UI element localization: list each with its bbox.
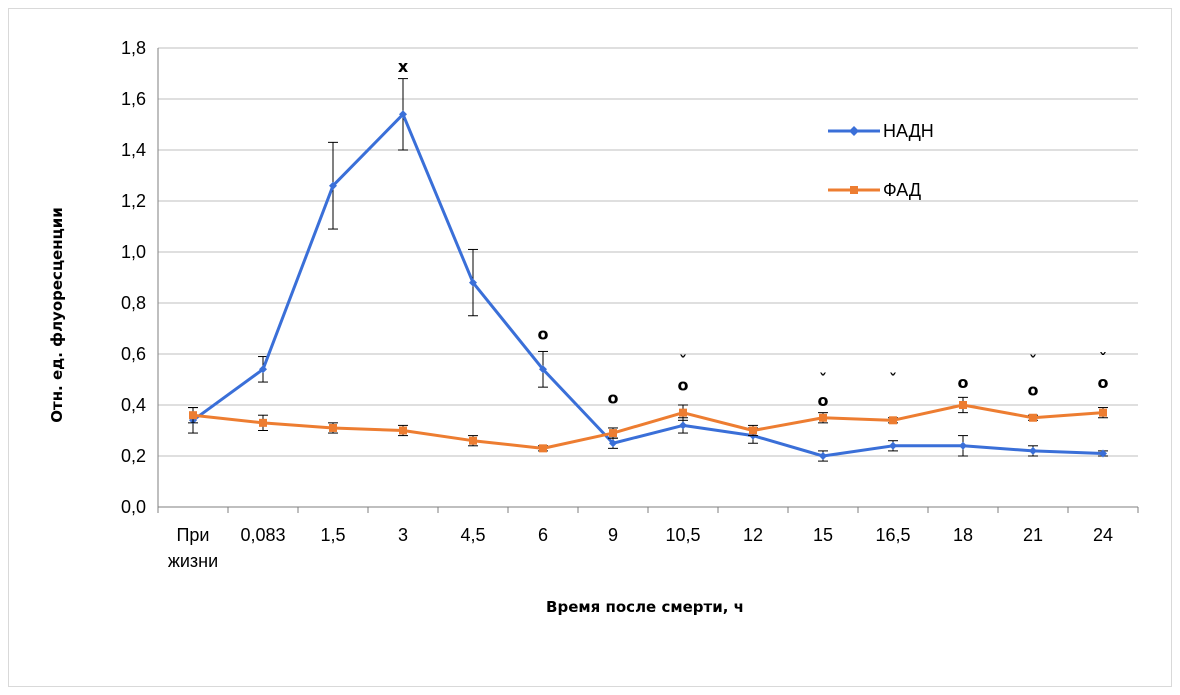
legend-item-nadh: НАДН	[828, 121, 934, 141]
legend-item-fad: ФАД	[828, 180, 921, 200]
x-tick-label: 21	[1023, 525, 1043, 545]
significance-mark: о	[678, 376, 689, 395]
series-0	[188, 78, 1108, 462]
y-tick-labels: 0,0 0,2 0,4 0,6 0,8 1,0 1,2 1,4 1,6 1,8	[121, 38, 146, 517]
significance-mark: x	[398, 57, 409, 76]
data-point	[1099, 449, 1107, 458]
data-point	[1099, 408, 1107, 417]
y-tick-label: 1,6	[121, 89, 146, 109]
x-axis-title: Время после смерти, ч	[546, 598, 744, 616]
x-tick-label: 15	[813, 525, 833, 545]
x-tick-label: 3	[398, 525, 408, 545]
gridlines	[158, 47, 1138, 457]
data-point	[889, 416, 897, 425]
significance-mark: о	[538, 325, 549, 344]
data-point	[749, 426, 757, 435]
data-point	[679, 408, 687, 417]
chart-frame	[8, 8, 1172, 687]
data-point	[469, 278, 477, 287]
significance-mark: ˇ	[679, 353, 687, 372]
data-point	[469, 436, 477, 445]
legend-label-fad: ФАД	[883, 180, 921, 200]
significance-mark: о	[1098, 373, 1109, 392]
significance-mark: о	[818, 391, 829, 410]
data-point	[329, 423, 337, 432]
legend-marker-fad	[850, 186, 858, 194]
x-tick-label: 10,5	[665, 525, 700, 545]
x-tick-label: 1,5	[320, 525, 345, 545]
y-tick-label: 0,4	[121, 395, 146, 415]
y-tick-label: 1,4	[121, 140, 146, 160]
legend: НАДН ФАД	[828, 121, 934, 200]
significance-mark: ˇ	[1029, 353, 1037, 372]
significance-mark: о	[608, 388, 619, 407]
y-tick-label: 0,2	[121, 446, 146, 466]
x-tick-labels: При жизни 0,083 1,5 3 4,5 6 9 10,5 12 15 16,5 18 21 24	[168, 525, 1113, 571]
y-tick-label: 0,6	[121, 344, 146, 364]
significance-mark: ˇ	[1099, 350, 1107, 369]
legend-marker-nadh	[849, 126, 859, 136]
y-tick-label: 1,0	[121, 242, 146, 262]
y-tick-label: 0,8	[121, 293, 146, 313]
data-point	[959, 441, 967, 450]
x-tick-label: жизни	[168, 551, 218, 571]
y-axis-title: Отн. ед. флуоресценции	[48, 207, 66, 423]
data-point	[609, 429, 617, 438]
axes	[157, 48, 1139, 513]
data-point	[189, 411, 197, 420]
x-tick-label: 12	[743, 525, 763, 545]
x-tick-label: 4,5	[460, 525, 485, 545]
y-tick-label: 1,8	[121, 38, 146, 58]
x-tick-label: 0,083	[240, 525, 285, 545]
data-point	[1029, 413, 1037, 422]
x-tick-label: 18	[953, 525, 973, 545]
series-line	[192, 403, 1104, 450]
significance-mark: ˇ	[819, 371, 827, 390]
data-point	[399, 426, 407, 435]
data-point	[889, 441, 897, 450]
x-tick-label: 16,5	[875, 525, 910, 545]
significance-mark: ˇ	[889, 371, 897, 390]
series-layer	[188, 78, 1108, 462]
data-point	[959, 401, 967, 409]
series-line	[192, 112, 1104, 458]
x-tick-label: При	[176, 525, 209, 545]
data-point	[819, 452, 827, 460]
x-tick-label: 6	[538, 525, 548, 545]
data-point	[399, 110, 407, 119]
data-point	[1029, 446, 1037, 455]
significance-mark: о	[958, 373, 969, 392]
data-point	[259, 365, 267, 374]
x-tick-label: 9	[608, 525, 618, 545]
y-tick-label: 0,0	[121, 497, 146, 517]
series-1	[188, 396, 1108, 453]
data-point	[329, 181, 337, 190]
y-tick-label: 1,2	[121, 191, 146, 211]
x-tick-label: 24	[1093, 525, 1113, 545]
data-point	[609, 439, 617, 448]
data-point	[539, 365, 547, 374]
data-point	[259, 418, 267, 427]
data-point	[819, 413, 827, 422]
legend-label-nadh: НАДН	[883, 121, 934, 141]
significance-mark: о	[1028, 381, 1039, 400]
data-point	[679, 421, 687, 430]
data-point	[539, 444, 547, 453]
